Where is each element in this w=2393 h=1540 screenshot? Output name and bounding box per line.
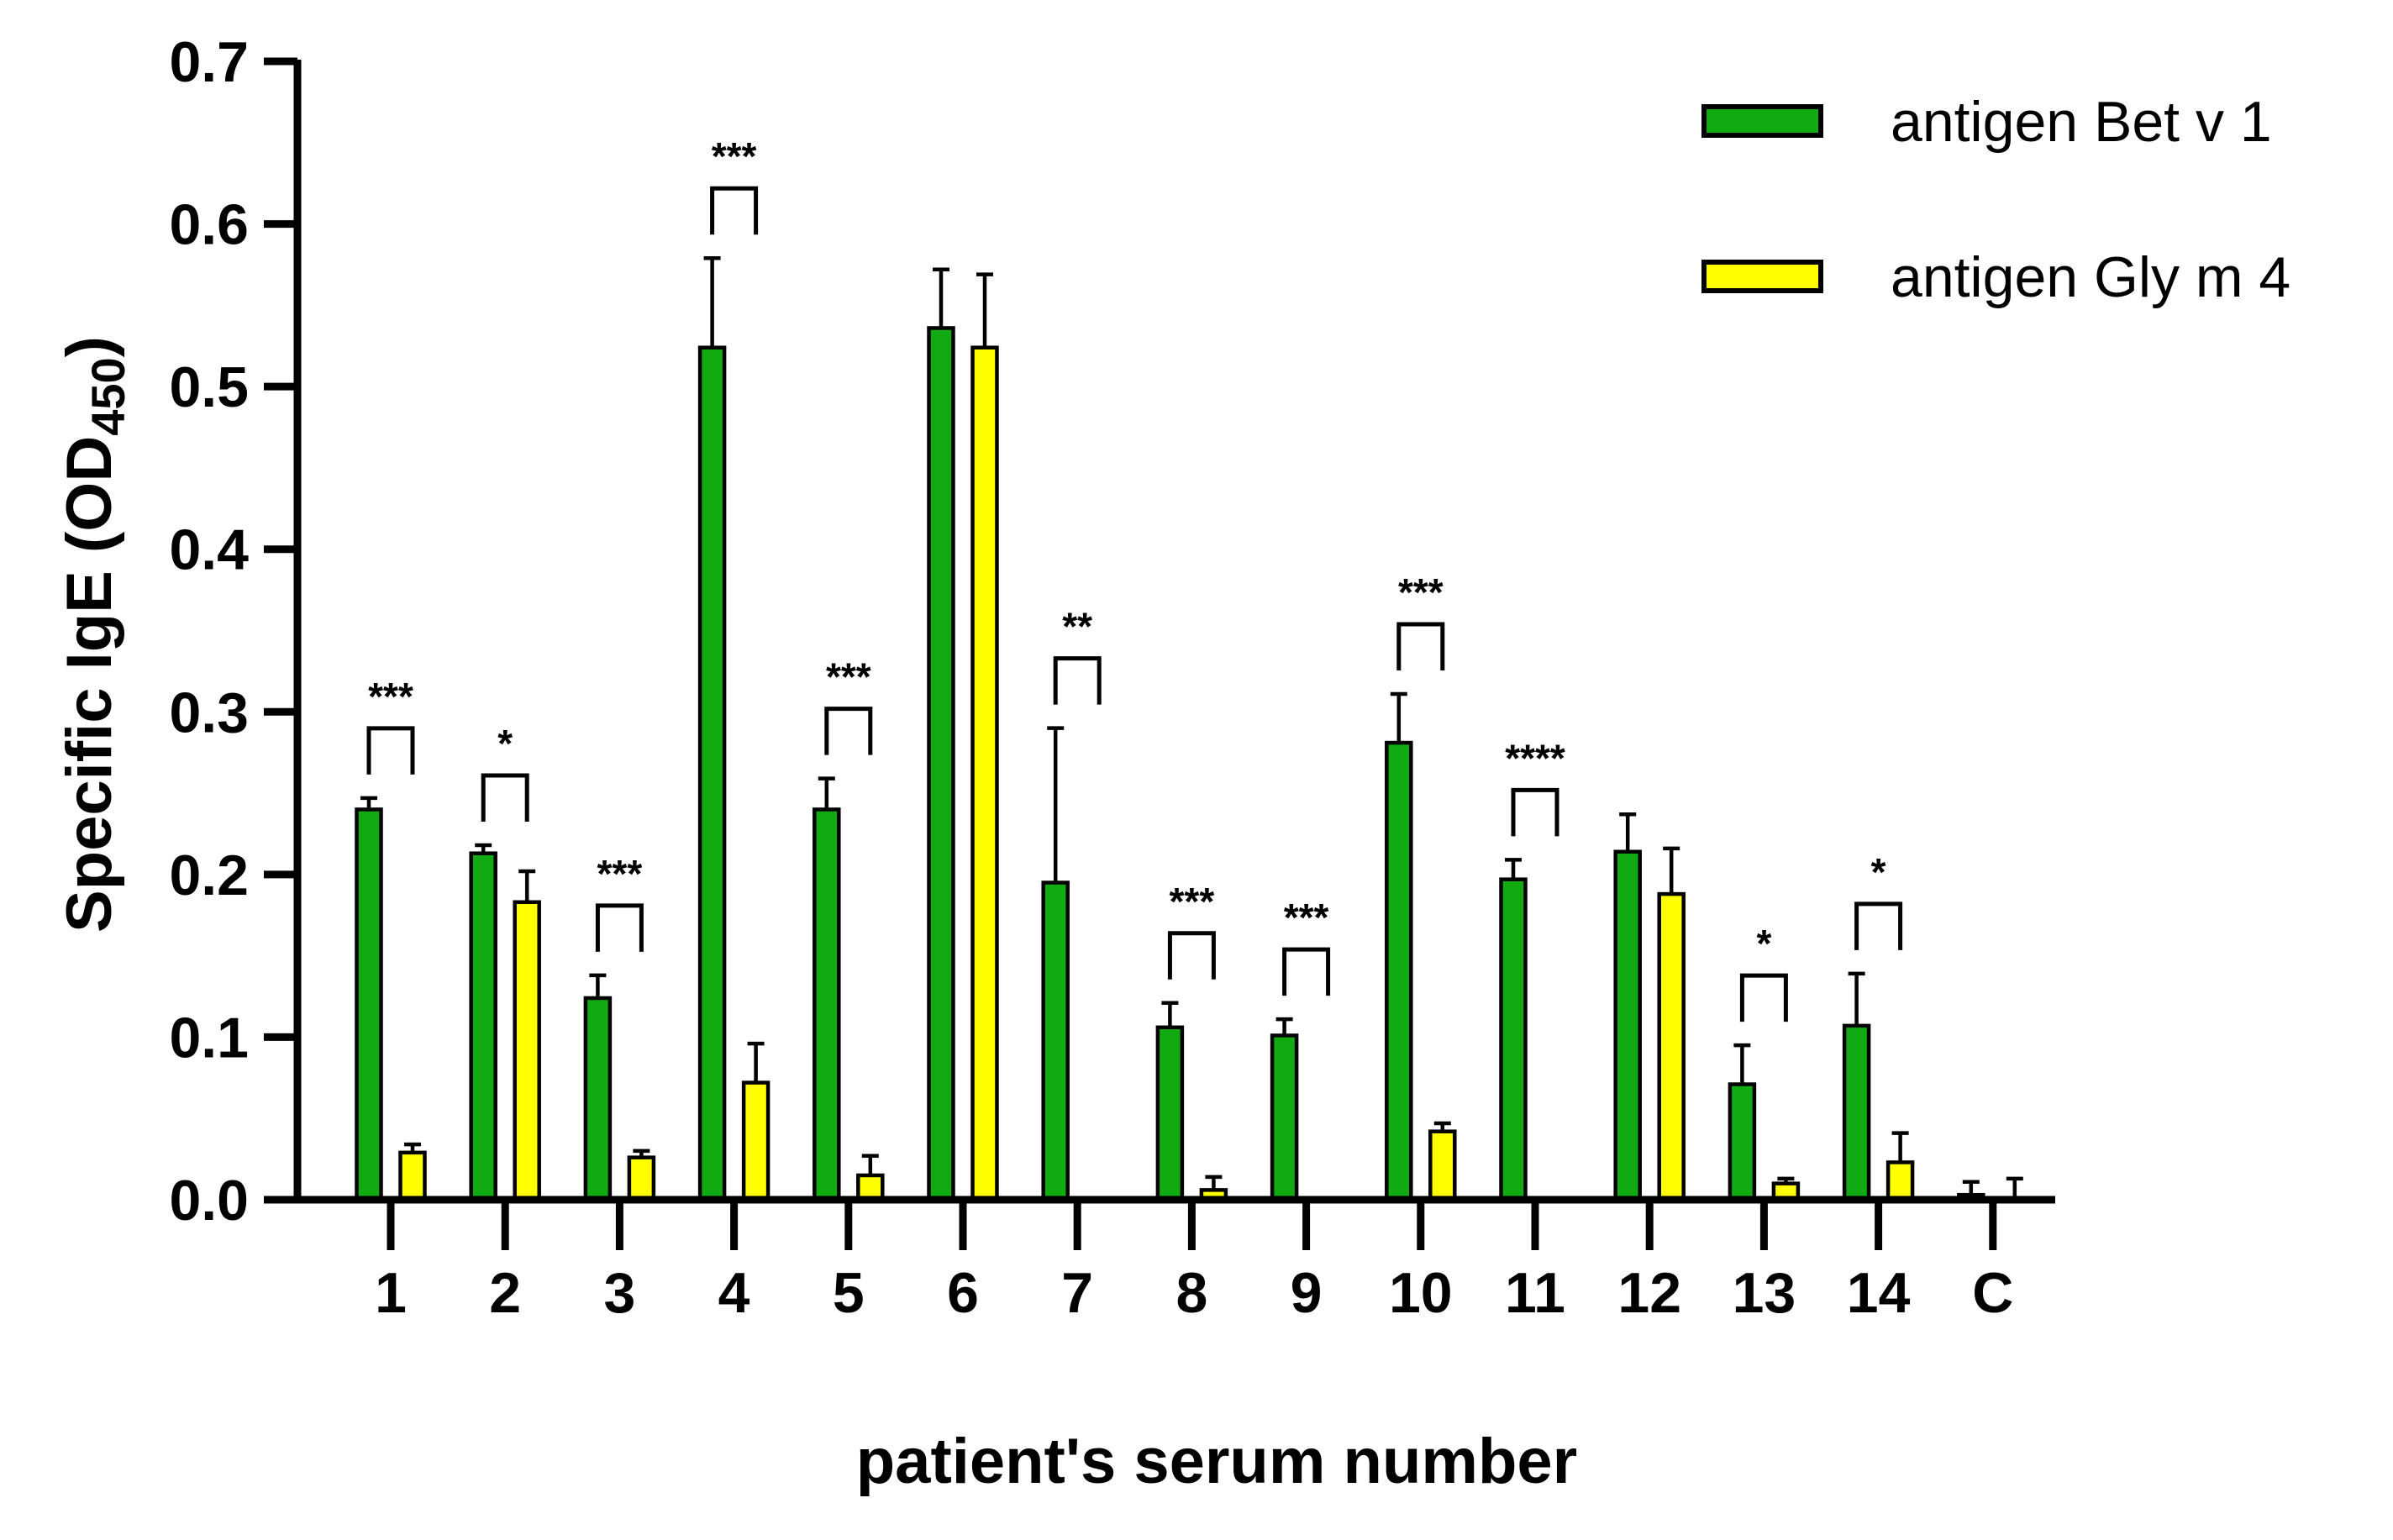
- bar: [513, 900, 541, 1202]
- y-tick-label: 0.4: [169, 518, 249, 582]
- bar: [1499, 877, 1528, 1202]
- bar: [583, 996, 613, 1202]
- x-tick-label: 5: [833, 1261, 865, 1325]
- y-axis-title: Specific IgE (OD450): [54, 336, 134, 933]
- significance-bracket: [1167, 931, 1216, 980]
- significance-bracket: [481, 773, 529, 823]
- bar: [627, 1155, 656, 1202]
- x-tick-label: 12: [1617, 1261, 1681, 1325]
- significance-label: ***: [368, 675, 413, 718]
- x-tick-label: 4: [718, 1261, 750, 1325]
- y-tick-label: 0.5: [169, 355, 249, 419]
- bars-group: [355, 326, 1985, 1202]
- significance-label: **: [1062, 605, 1092, 649]
- bar: [1155, 1025, 1185, 1202]
- axes-group: 0.00.10.20.30.40.50.60.71 2 3 4 5 6 7 8 9 10 11 12 1…: [169, 30, 2055, 1325]
- y-tick-label: 0.1: [169, 1006, 249, 1070]
- x-tick-label: 3: [603, 1261, 635, 1325]
- y-tick-label: 0.7: [169, 30, 249, 94]
- legend: antigen Bet v 1 antigen Gly m 4: [1701, 90, 2290, 309]
- significance-label: ***: [1284, 896, 1329, 939]
- bar: [1842, 1023, 1871, 1202]
- bar: [398, 1150, 427, 1202]
- bar: [970, 345, 999, 1202]
- significance-bracket: [1511, 787, 1559, 837]
- bar: [1657, 891, 1686, 1202]
- bar: [927, 326, 955, 1202]
- significance-group: ****************** ************: [366, 134, 1903, 1022]
- bar: [697, 345, 727, 1202]
- x-axis-title: patient's serum number: [856, 1426, 1578, 1497]
- significance-label: ****: [1505, 736, 1565, 780]
- significance-label: ***: [1398, 570, 1444, 614]
- x-tick-label: 14: [1847, 1261, 1911, 1325]
- significance-label: *: [497, 722, 513, 765]
- significance-label: *: [1871, 850, 1886, 894]
- x-tick-label: 1: [375, 1261, 407, 1325]
- significance-label: ***: [597, 852, 643, 896]
- x-tick-label: 9: [1291, 1261, 1323, 1325]
- y-axis-title-suffix: ): [54, 336, 125, 357]
- x-tick-label: 2: [489, 1261, 521, 1325]
- x-tick-label: 6: [947, 1261, 979, 1325]
- bar: [469, 851, 497, 1202]
- bar: [1728, 1082, 1757, 1202]
- x-tick-label: 7: [1061, 1261, 1093, 1325]
- y-tick-label: 0.6: [169, 193, 249, 257]
- bar: [355, 807, 383, 1202]
- legend-swatch-bet-v-1: [1701, 104, 1823, 138]
- bar: [1428, 1129, 1457, 1202]
- significance-bracket: [595, 903, 644, 952]
- bar: [741, 1080, 770, 1202]
- y-tick-label: 0.2: [169, 844, 249, 907]
- y-tick-label: 0.0: [169, 1169, 249, 1233]
- x-tick-label: 11: [1505, 1261, 1565, 1325]
- legend-label-gly-m-4: antigen Gly m 4: [1891, 245, 2290, 309]
- significance-label: ***: [712, 134, 757, 178]
- bar: [1885, 1160, 1915, 1202]
- x-tick-label: 10: [1389, 1261, 1453, 1325]
- significance-bracket: [1053, 656, 1102, 705]
- significance-label: ***: [1170, 880, 1215, 923]
- bar: [813, 807, 841, 1202]
- x-tick-label: 13: [1733, 1261, 1796, 1325]
- y-axis-title-subscript: 450: [82, 357, 134, 435]
- significance-bracket: [1282, 947, 1331, 996]
- significance-bracket: [710, 186, 759, 235]
- bar: [1385, 740, 1413, 1202]
- significance-label: ***: [826, 655, 871, 699]
- significance-bracket: [1739, 973, 1788, 1022]
- y-tick-label: 0.3: [169, 681, 249, 744]
- significance-bracket: [366, 726, 415, 775]
- significance-label: *: [1756, 922, 1771, 965]
- x-tick-label: C: [1972, 1261, 2013, 1325]
- bar: [1270, 1033, 1299, 1202]
- bar: [1041, 880, 1070, 1202]
- significance-bracket: [824, 707, 873, 755]
- x-tick-label: 8: [1175, 1261, 1207, 1325]
- error-bars-group: [360, 255, 2023, 1200]
- significance-bracket: [1396, 622, 1445, 670]
- significance-bracket: [1854, 901, 1903, 950]
- y-axis-title-main: Specific IgE (OD: [54, 436, 125, 933]
- legend-swatch-gly-m-4: [1701, 260, 1823, 293]
- bar: [1613, 849, 1642, 1202]
- legend-label-bet-v-1: antigen Bet v 1: [1891, 90, 2272, 154]
